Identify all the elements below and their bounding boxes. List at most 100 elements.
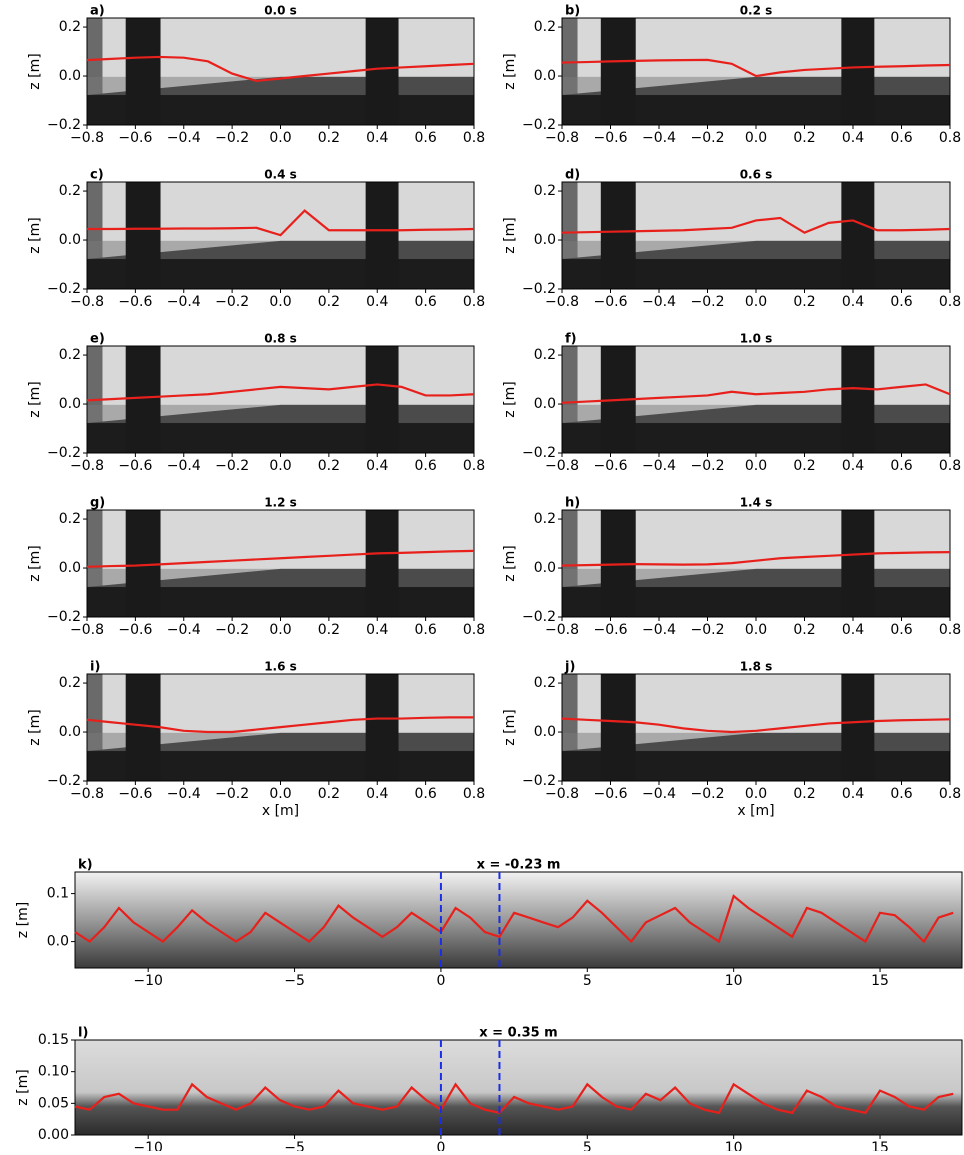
x-tick-label: 0.6 (414, 622, 436, 638)
panel-label: j) (564, 660, 575, 675)
x-tick-label: −0.2 (215, 294, 249, 310)
x-tick-label: −0.4 (642, 130, 676, 146)
x-tick-label: −5 (284, 973, 305, 989)
series-line (561, 551, 951, 567)
y-tick-label: −0.2 (522, 117, 556, 133)
panel-label: l) (78, 1026, 88, 1041)
series-line (74, 1082, 954, 1115)
photo-pillar (365, 18, 399, 125)
x-tick-label: −0.8 (545, 130, 579, 146)
panel-label: g) (90, 496, 105, 511)
y-axis-label: z [m] (27, 381, 43, 417)
x-tick-label: 0.6 (890, 458, 912, 474)
x-tick-label: 0.6 (890, 294, 912, 310)
panel-title: 1.8 s (740, 660, 773, 674)
x-tick-label: −0.4 (167, 786, 201, 802)
x-tick-label: −0.6 (594, 622, 628, 638)
y-tick-label: 0.2 (59, 347, 81, 363)
y-axis-label: z [m] (27, 709, 43, 745)
x-tick-label: 0.2 (793, 130, 815, 146)
series-line (86, 716, 474, 734)
x-tick-label: −0.4 (167, 130, 201, 146)
x-tick-label: 0.4 (366, 458, 388, 474)
photo-pillar (365, 510, 399, 617)
y-tick-label: −0.2 (522, 445, 556, 461)
photo-pillar (125, 18, 161, 125)
x-tick-label: 0.2 (793, 458, 815, 474)
x-tick-label: −0.6 (118, 130, 152, 146)
x-tick-label: 0.2 (318, 294, 340, 310)
x-tick-label: −0.8 (545, 786, 579, 802)
photo-pillar (125, 182, 161, 289)
panel-label: e) (90, 332, 105, 347)
series-line (86, 383, 475, 402)
x-tick-label: 0.8 (939, 622, 961, 638)
series-line (561, 717, 951, 734)
x-tick-label: −0.2 (691, 622, 725, 638)
x-tick-label: −0.6 (594, 786, 628, 802)
x-tick-label: 0.8 (463, 294, 485, 310)
x-tick-label: 0.2 (318, 622, 340, 638)
x-tick-label: 0.4 (366, 622, 388, 638)
x-tick-label: 0.8 (463, 130, 485, 146)
x-tick-label: 0.4 (842, 130, 864, 146)
x-tick-label: 0.0 (745, 458, 767, 474)
photo-pillar (365, 182, 399, 289)
panel-label: i) (90, 660, 100, 675)
panel-title: 1.4 s (740, 496, 773, 510)
x-tick-label: −0.6 (594, 294, 628, 310)
y-tick-label: 0.2 (534, 347, 556, 363)
y-tick-label: 0.0 (534, 560, 556, 576)
x-tick-label: −0.2 (691, 130, 725, 146)
x-tick-label: 0.6 (890, 130, 912, 146)
x-tick-label: 0.4 (366, 130, 388, 146)
x-tick-label: 0.6 (890, 622, 912, 638)
y-tick-label: 0.2 (534, 19, 556, 35)
panel-title: 0.8 s (264, 332, 297, 346)
y-tick-label: 0.0 (59, 560, 81, 576)
y-tick-label: −0.2 (47, 773, 81, 789)
photo-pillar (600, 674, 636, 781)
series-line (86, 549, 475, 568)
x-tick-label: 15 (871, 1140, 889, 1151)
x-tick-label: 0.0 (269, 130, 291, 146)
x-tick-label: −0.6 (118, 622, 152, 638)
x-tick-label: 0.8 (463, 458, 485, 474)
x-tick-label: 0.8 (939, 786, 961, 802)
x-tick-label: −0.2 (691, 786, 725, 802)
panel-title: 0.6 s (740, 168, 773, 182)
x-tick-label: 0.0 (269, 786, 291, 802)
y-tick-label: −0.2 (47, 445, 81, 461)
y-tick-label: 0.2 (59, 511, 81, 527)
plot-frame (74, 871, 963, 969)
y-tick-label: 0.10 (38, 1064, 69, 1080)
panel-label: a) (90, 4, 105, 19)
x-tick-label: −0.4 (642, 294, 676, 310)
x-axis-label: x [m] (737, 803, 774, 819)
panel-title: 0.4 s (264, 168, 297, 182)
panel-title: 1.0 s (740, 332, 773, 346)
x-tick-label: −0.4 (167, 622, 201, 638)
x-tick-label: −0.2 (215, 786, 249, 802)
x-tick-label: 5 (583, 973, 592, 989)
y-tick-label: 0.0 (59, 232, 81, 248)
y-tick-label: 0.2 (534, 183, 556, 199)
x-tick-label: −0.4 (642, 786, 676, 802)
x-tick-label: 0.2 (318, 458, 340, 474)
x-tick-label: 10 (725, 1140, 743, 1151)
x-tick-label: −0.6 (118, 294, 152, 310)
x-tick-label: 0.4 (842, 622, 864, 638)
panel-label: c) (90, 168, 104, 183)
x-tick-label: 0.6 (414, 786, 436, 802)
photo-pillar (600, 182, 636, 289)
x-tick-label: −0.8 (70, 130, 104, 146)
x-tick-label: −10 (133, 1140, 163, 1151)
y-tick-label: 0.2 (59, 19, 81, 35)
panel-label: b) (565, 4, 580, 19)
x-tick-label: 0.4 (842, 458, 864, 474)
series-line (561, 216, 951, 234)
y-tick-label: 0.00 (38, 1127, 69, 1143)
photo-pillar (841, 346, 875, 453)
y-tick-label: 0.0 (534, 724, 556, 740)
